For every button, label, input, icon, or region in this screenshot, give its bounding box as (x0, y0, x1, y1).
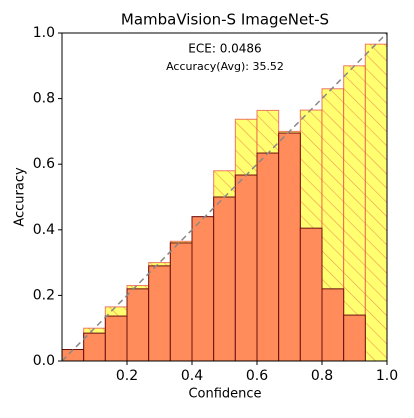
accuracy-bar (234, 174, 258, 362)
accuracy-bar (343, 314, 366, 362)
accuracy-bar (321, 288, 345, 362)
annotation: ECE: 0.0486 (188, 42, 261, 56)
y-tick-label: 0.4 (33, 222, 55, 238)
y-tick-label: 1.0 (33, 25, 55, 41)
accuracy-bar (278, 132, 301, 362)
y-tick-label: 0.6 (33, 156, 55, 172)
x-tick-label: 0.8 (311, 368, 333, 384)
accuracy-bar (191, 216, 215, 362)
accuracy-bar (299, 227, 323, 362)
accuracy-bar (148, 265, 171, 362)
y-tick-label: 0.2 (33, 287, 55, 303)
annotation: Accuracy(Avg): 35.52 (166, 60, 284, 73)
accuracy-bar (169, 242, 193, 362)
x-tick-label: 0.6 (246, 368, 268, 384)
plot-frame (61, 32, 388, 362)
accuracy-bar (83, 332, 106, 362)
y-tick-label: 0.8 (33, 91, 55, 107)
gap-hatch (365, 44, 387, 361)
gap-hatch (343, 65, 366, 362)
x-tick-label: 0.2 (116, 368, 138, 384)
x-tick-label: 1.0 (376, 368, 398, 384)
x-axis-label: Confidence (188, 387, 261, 402)
x-tick-label: 0.4 (181, 368, 203, 384)
accuracy-bar (213, 196, 236, 362)
diagonal (61, 32, 388, 362)
accuracy-bar (126, 288, 150, 362)
y-axis-label: Accuracy (13, 167, 28, 227)
chart-title: MambaVision-S ImageNet-S (121, 11, 329, 29)
accuracy-bar (104, 315, 128, 362)
accuracy-bar (61, 349, 85, 362)
accuracy-bar (256, 152, 280, 362)
y-tick-label: 0.0 (33, 353, 55, 369)
